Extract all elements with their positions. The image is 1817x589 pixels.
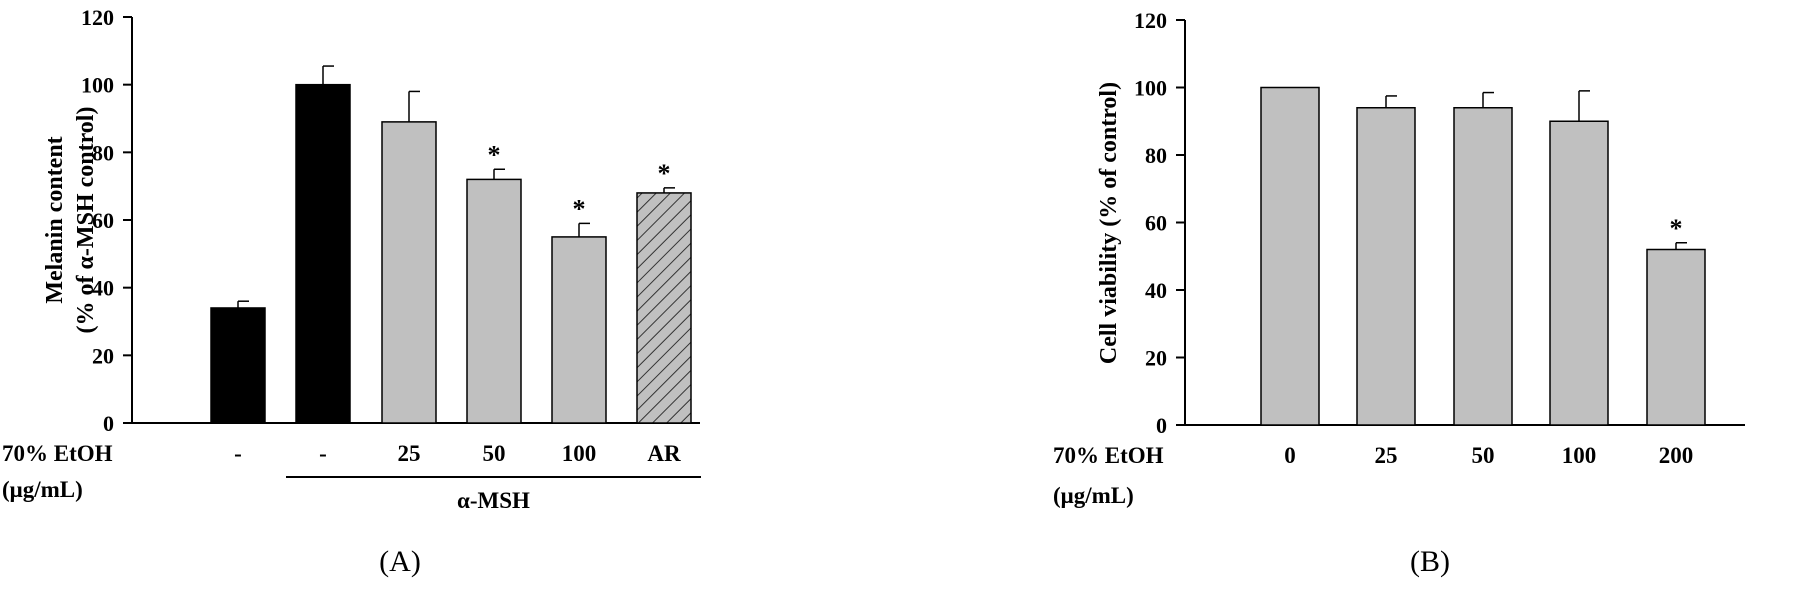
panel-a-category-label: - <box>234 441 242 466</box>
panel-b-category-label: 100 <box>1562 443 1597 468</box>
panel-a-category-label: 100 <box>562 441 597 466</box>
panel-a-category-label: 50 <box>483 441 506 466</box>
panel-a-significance-marker: * <box>658 159 671 188</box>
panel-b-bar <box>1549 120 1609 426</box>
panel-a-significance-marker: * <box>488 140 501 169</box>
panel-a-category-label: 25 <box>398 441 421 466</box>
panel-a-row-label: (μg/mL) <box>2 477 83 502</box>
panel-b-y-tick-label: 120 <box>1134 8 1167 33</box>
panel-a-bar <box>466 178 522 424</box>
panel-a-y-tick-label: 40 <box>92 276 114 301</box>
panel-b-bar <box>1356 107 1416 426</box>
panel-b-y-tick-label: 100 <box>1134 76 1167 101</box>
panel-b-panel-label: (B) <box>1410 545 1450 578</box>
panel-a-y-tick-label: 20 <box>92 343 114 368</box>
panel-b-bar <box>1260 86 1320 426</box>
panel-a-category-label: - <box>319 441 327 466</box>
panel-b-y-tick-label: 20 <box>1145 346 1167 371</box>
panel-a-y-tick-label: 60 <box>92 208 114 233</box>
panel-a-y-tick-label: 100 <box>81 73 114 98</box>
panel-a-y-tick-label: 120 <box>81 5 114 30</box>
panel-a-category-label: AR <box>647 441 681 466</box>
panel-b-y-tick-label: 40 <box>1145 278 1167 303</box>
panel-a-panel-label: (A) <box>379 545 421 578</box>
panel-a-bar <box>210 307 266 424</box>
panel-b-significance-marker: * <box>1670 214 1683 243</box>
panel-b-chart: 0 20 40 60 80 100 120 Cell viability (% of cont… <box>1053 8 1745 578</box>
panel-a-y-tick-label: 80 <box>92 140 114 165</box>
panel-b-y-tick-label: 80 <box>1145 143 1167 168</box>
panel-a-bar <box>381 121 437 424</box>
panel-a-significance-marker: * <box>573 194 586 223</box>
panel-b-y-tick-label: 60 <box>1145 211 1167 236</box>
panel-a-bar <box>636 192 692 424</box>
panel-a-y-tick-label: 0 <box>103 411 114 436</box>
panel-b-category-label: 50 <box>1472 443 1495 468</box>
panel-b-y-axis-label: Cell viability (% of control) <box>1096 82 1122 364</box>
panel-a-chart: 0 20 40 60 80 100 120 Melanin content (% of α-MS… <box>2 5 701 578</box>
panel-a-group-label: α-MSH <box>457 488 530 513</box>
panel-a-bar <box>295 83 351 424</box>
panel-b-category-label: 0 <box>1284 443 1296 468</box>
panel-a-y-axis-label: Melanin content <box>42 136 68 303</box>
panel-b-bar <box>1453 107 1513 426</box>
panel-b-row-label: (μg/mL) <box>1053 483 1134 508</box>
panel-a-bar <box>551 236 607 424</box>
panel-a-y-axis-label: (% of α-MSH control) <box>73 107 99 334</box>
panel-b-y-tick-label: 0 <box>1156 413 1167 438</box>
panel-b-category-label: 200 <box>1659 443 1694 468</box>
panel-b-category-label: 25 <box>1375 443 1398 468</box>
panel-a-row-label: 70% EtOH <box>2 441 113 466</box>
panel-b-bar <box>1646 248 1706 426</box>
panel-b-row-label: 70% EtOH <box>1053 443 1164 468</box>
